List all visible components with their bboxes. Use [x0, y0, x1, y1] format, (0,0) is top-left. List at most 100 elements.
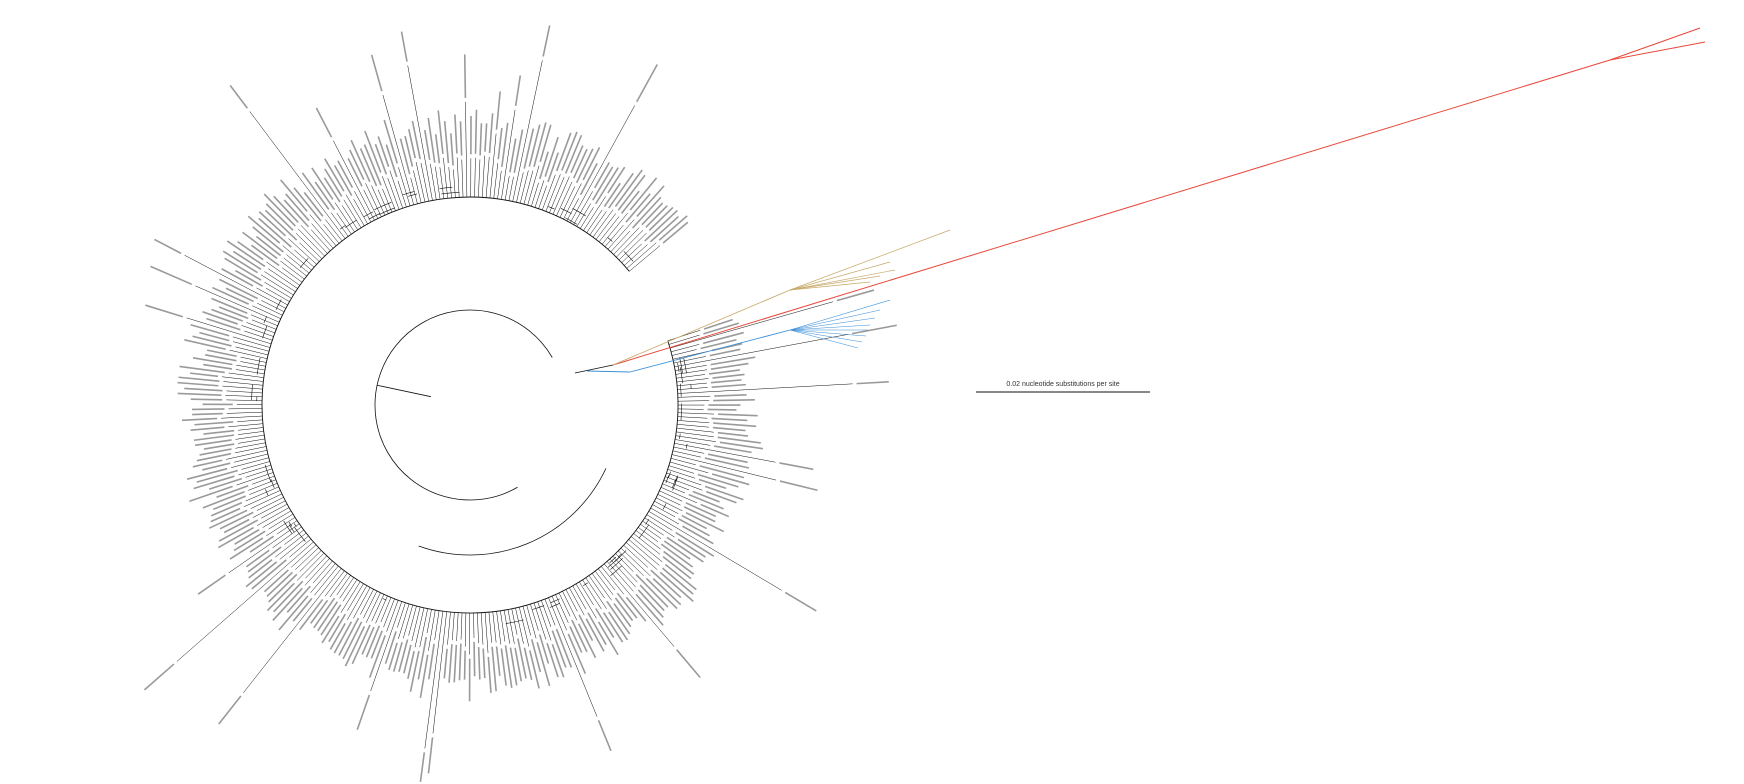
tip-label	[617, 174, 646, 211]
tip-label	[333, 165, 353, 197]
tip-branch	[601, 212, 628, 245]
tip-label	[258, 217, 292, 248]
tip-label	[711, 417, 748, 422]
tip-label	[587, 612, 607, 646]
tip-branch	[669, 461, 709, 474]
tip-branch	[648, 511, 782, 591]
tip-label	[645, 205, 668, 228]
tip-label	[662, 221, 689, 244]
tip-label	[644, 209, 678, 242]
clade-connector	[645, 518, 650, 525]
tip-branch	[176, 541, 314, 662]
tip-label	[400, 31, 408, 62]
blue-clade-tip	[789, 317, 876, 331]
tip-branch	[439, 167, 445, 199]
tip-branch	[275, 532, 307, 558]
tip-branch	[233, 341, 270, 352]
blue-clade-tip	[789, 324, 871, 331]
tip-branch	[262, 510, 292, 528]
tip-label	[662, 556, 692, 580]
tip-branch	[434, 610, 440, 640]
tip-branch	[644, 517, 675, 538]
tip-label	[856, 381, 889, 385]
clade-connector	[665, 475, 669, 484]
tip-label	[249, 535, 275, 553]
tip-label	[713, 422, 757, 428]
clade-connector	[565, 217, 578, 225]
tip-branch	[415, 161, 426, 202]
tip-label	[539, 151, 549, 180]
tip-label	[571, 619, 588, 653]
tip-branch	[447, 612, 451, 645]
tip-label	[286, 585, 311, 613]
tip-branch	[671, 454, 777, 481]
tip-branch	[234, 453, 268, 463]
tip-branch	[266, 517, 296, 537]
tip-branch	[677, 382, 707, 387]
red-clade-tip	[1609, 41, 1706, 61]
tip-label	[561, 131, 578, 171]
tip-branch	[363, 590, 378, 619]
tip-branch	[336, 212, 352, 235]
tip-label	[595, 608, 615, 639]
tip-label	[707, 408, 737, 411]
tip-label	[700, 503, 730, 518]
tip-branch	[456, 612, 459, 642]
tip-branch	[284, 529, 304, 545]
clade-connector	[251, 384, 253, 401]
tip-branch	[635, 530, 661, 550]
tip-branch	[365, 183, 382, 217]
tip-branch	[261, 503, 288, 519]
tip-label	[700, 338, 737, 350]
clade-connector	[548, 206, 555, 210]
tip-branch	[240, 356, 267, 363]
tip-branch	[582, 579, 602, 610]
tip-branch	[662, 483, 686, 494]
tip-branch	[347, 583, 364, 611]
tip-label	[232, 250, 262, 271]
tip-branch	[563, 183, 582, 220]
tip-branch	[573, 191, 593, 225]
tip-label	[252, 226, 284, 253]
tip-label	[708, 404, 741, 406]
tip-branch	[334, 202, 355, 233]
tip-label	[190, 398, 223, 401]
clade-connector	[672, 476, 679, 491]
clade-connector	[583, 582, 588, 586]
tip-label	[544, 136, 559, 177]
tip-branch	[289, 538, 312, 558]
tip-branch	[673, 446, 705, 454]
tip-branch	[670, 458, 696, 466]
tip-label	[184, 387, 223, 392]
tip-label	[530, 639, 542, 673]
tip-label	[509, 647, 518, 686]
tip-branch	[556, 181, 573, 216]
tip-branch	[604, 563, 675, 647]
blue-clade-tip	[789, 329, 867, 337]
tip-label	[555, 628, 573, 668]
tip-label	[370, 54, 383, 92]
clade-connector	[560, 208, 572, 214]
tip-branch	[363, 189, 379, 219]
tip-label	[678, 518, 710, 537]
tip-label	[448, 644, 453, 683]
tip-label	[434, 134, 441, 164]
tip-branch	[549, 177, 565, 213]
tip-branch	[586, 209, 603, 233]
tip-branch	[430, 163, 437, 200]
tip-label	[551, 630, 567, 668]
tip-label	[216, 484, 249, 498]
tip-branch	[226, 390, 263, 394]
clade-connector	[288, 524, 295, 533]
tip-label	[470, 115, 472, 155]
tip-label	[209, 477, 243, 490]
tip-label	[177, 381, 219, 387]
tip-branch	[299, 242, 320, 262]
tip-branch	[601, 566, 625, 595]
clade-connector	[662, 503, 667, 510]
tip-branch	[408, 605, 417, 636]
tip-branch	[230, 457, 269, 468]
tip-label	[608, 611, 629, 641]
tip-label	[202, 403, 233, 406]
tip-branch	[541, 600, 552, 627]
